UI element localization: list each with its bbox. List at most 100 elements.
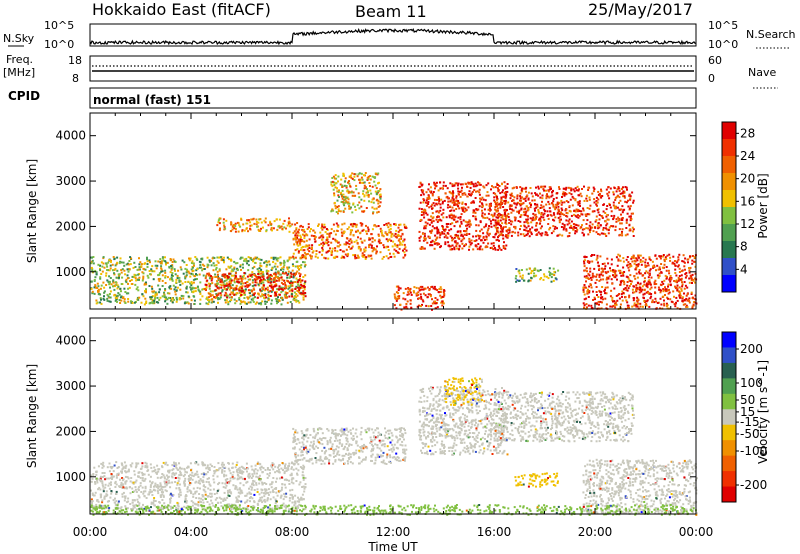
scatter-cell-0: [282, 271, 284, 273]
scatter-cell-6: [577, 224, 580, 227]
scatter-cell-0: [225, 294, 228, 297]
scatter-cell-1: [248, 274, 251, 277]
scatter-cell-0: [160, 260, 163, 263]
scatter-cell-6: [625, 201, 628, 204]
scatter-cell-3: [321, 249, 324, 252]
scatter-cell-3: [302, 245, 304, 248]
scatter-cell-1: [209, 295, 212, 298]
scatter-cell-0: [262, 273, 265, 276]
scatter-cell-0: [269, 472, 271, 475]
scatter-cell-5: [441, 200, 444, 203]
scatter-cell-4: [348, 207, 351, 210]
scatter-cell-6: [563, 201, 566, 204]
scatter-cell-0: [216, 283, 219, 286]
scatter-cell-6: [514, 219, 517, 222]
scatter-cell-6: [526, 214, 529, 217]
scatter-cell-1: [287, 280, 289, 283]
scatter-cell-6: [613, 187, 616, 190]
scatter-cell-7: [688, 281, 691, 284]
scatter-cell-0: [171, 279, 174, 282]
scatter-cell-0: [262, 281, 265, 284]
scatter-cell-4: [332, 209, 335, 212]
scatter-cell-3: [394, 224, 397, 226]
scatter-cell-7: [677, 258, 680, 261]
scatter-cell-3: [314, 231, 317, 234]
scatter-cell-0: [138, 268, 141, 271]
scatter-cell-0: [109, 267, 112, 270]
scatter-cell-3: [320, 227, 323, 229]
scatter-cell-6: [554, 216, 557, 219]
scatter-cell-0: [186, 291, 189, 294]
scatter-cell-0: [209, 283, 212, 285]
scatter-cell-0: [194, 256, 197, 258]
scatter-cell-0: [169, 285, 172, 288]
scatter-cell-0: [160, 267, 163, 270]
scatter-cell-0: [219, 296, 222, 299]
scatter-cell-7: [691, 282, 693, 284]
freq-panel: Freq. [MHz] 18 8 Nave 60 0: [3, 53, 778, 89]
scatter-cell-9: [395, 307, 398, 310]
scatter-cell-5: [471, 190, 474, 193]
scatter-cell-2: [258, 229, 261, 232]
scatter-cell-7: [665, 266, 668, 268]
scatter-cell-7: [583, 260, 585, 263]
scatter-cell-0: [104, 486, 107, 489]
scatter-cell-2: [288, 230, 291, 233]
scatter-cell-0: [140, 265, 143, 268]
scatter-cell-6: [531, 219, 534, 222]
scatter-cell-4: [336, 206, 339, 208]
scatter-cell-7: [617, 258, 620, 261]
scatter-cell-2: [257, 228, 260, 231]
scatter-cell-0: [91, 268, 94, 270]
scatter-cell-6: [517, 210, 520, 213]
scatter-cell-6: [608, 191, 611, 194]
scatter-cell-6: [516, 197, 519, 200]
scatter-cell-9: [405, 305, 408, 308]
scatter-cell-0: [226, 496, 229, 499]
scatter-cell-3: [359, 222, 362, 225]
scatter-cell-0: [257, 257, 260, 260]
scatter-cell-6: [566, 235, 569, 238]
scatter-cell-0: [241, 256, 244, 259]
scatter-cell-3: [385, 222, 388, 225]
scatter-cell-3: [402, 256, 405, 259]
scatter-cell-5: [433, 227, 436, 230]
scatter-cell-7: [659, 297, 662, 300]
scatter-cell-5: [483, 213, 486, 216]
scatter-cell-6: [630, 212, 633, 215]
scatter-cell-6: [561, 193, 564, 196]
scatter-cell-5: [449, 223, 452, 226]
scatter-cell-6: [620, 232, 623, 235]
scatter-cell-0: [178, 280, 181, 283]
scatter-cell-6: [620, 218, 623, 221]
scatter-cell-3: [310, 228, 312, 230]
scatter-cell-0: [165, 296, 168, 299]
scatter-cell-5: [498, 247, 501, 250]
scatter-cell-6: [505, 234, 508, 237]
scatter-cell-5: [439, 181, 441, 184]
scatter-cell-6: [540, 215, 543, 218]
scatter-cell-5: [477, 181, 479, 184]
scatter-cell-6: [560, 203, 563, 206]
scatter-cell-5: [423, 199, 425, 202]
scatter-cell-7: [613, 270, 616, 273]
scatter-cell-2: [225, 219, 228, 222]
scatter-cell-0: [232, 288, 235, 291]
scatter-cell-7: [583, 304, 586, 307]
scatter-cell-5: [492, 242, 495, 245]
scatter-cell-0: [251, 267, 254, 270]
scatter-cell-5: [430, 190, 433, 193]
scatter-cell-5: [425, 204, 428, 207]
scatter-cell-4: [343, 184, 346, 187]
scatter-cell-5: [456, 184, 459, 187]
scatter-cell-7: [626, 281, 629, 283]
scatter-cell-7: [674, 285, 676, 288]
scatter-cell-3: [297, 240, 300, 243]
scatter-cell-0: [196, 258, 199, 261]
scatter-cell-0: [291, 269, 294, 272]
scatter-cell-7: [628, 269, 631, 272]
scatter-cell-7: [679, 278, 682, 281]
scatter-cell-7: [665, 258, 668, 260]
scatter-cell-0: [271, 275, 273, 278]
scatter-cell-1: [243, 272, 246, 274]
